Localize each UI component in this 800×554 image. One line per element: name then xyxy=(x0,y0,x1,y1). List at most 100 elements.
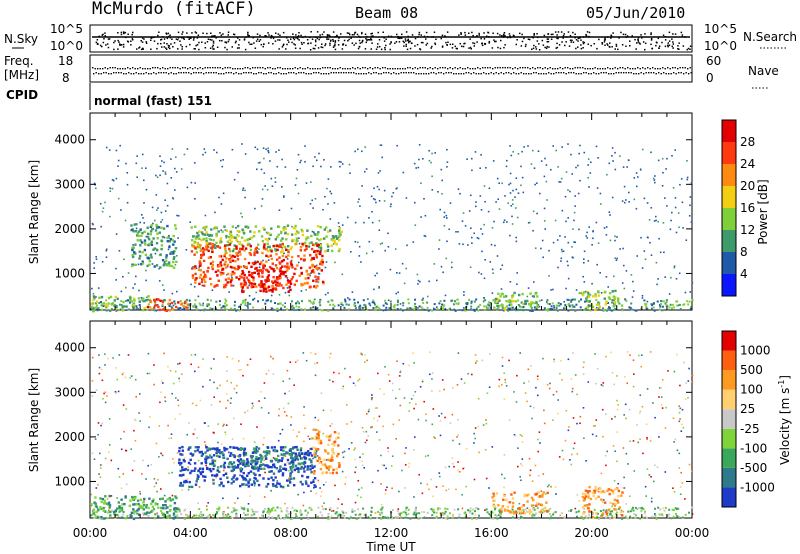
nsky-point xyxy=(336,34,338,37)
nsky-point xyxy=(298,39,300,41)
heatmap-cell xyxy=(310,301,313,304)
nsky-point xyxy=(434,43,437,46)
heatmap-cell xyxy=(170,264,174,268)
nave-point xyxy=(468,72,470,74)
heatmap-cell xyxy=(407,302,410,305)
heatmap-cell xyxy=(370,195,373,198)
heatmap-cell xyxy=(222,497,224,500)
heatmap-cell xyxy=(106,498,109,500)
nsky-point xyxy=(460,33,462,35)
nsky-point xyxy=(607,44,609,46)
nsky-point xyxy=(282,44,284,47)
nsky-point xyxy=(610,37,612,39)
heatmap-cell xyxy=(225,257,228,260)
heatmap-cell xyxy=(405,514,408,516)
heatmap-cell xyxy=(262,147,265,149)
nsky-point xyxy=(650,43,652,46)
nsky-point xyxy=(624,33,627,36)
heatmap-cell xyxy=(233,236,237,239)
nave-point xyxy=(485,73,487,75)
heatmap-cell xyxy=(463,291,465,293)
heatmap-cell xyxy=(156,249,159,252)
heatmap-cell xyxy=(398,490,400,493)
heatmap-cell xyxy=(166,204,169,207)
heatmap-cell xyxy=(535,512,537,515)
freq-point xyxy=(539,67,541,69)
freq-point xyxy=(139,67,141,69)
heatmap-cell xyxy=(315,256,318,259)
heatmap-cell xyxy=(471,373,473,376)
nsearch-tick-bottom: 10^0 xyxy=(704,39,737,53)
heatmap-cell xyxy=(485,477,488,480)
heatmap-cell xyxy=(374,303,376,306)
freq-point xyxy=(432,68,434,70)
heatmap-cell xyxy=(243,279,246,282)
nsky-point xyxy=(455,47,458,50)
heatmap-cell xyxy=(663,251,665,254)
nave-point xyxy=(248,72,250,74)
heatmap-cell xyxy=(576,453,579,455)
heatmap-cell xyxy=(530,306,533,309)
nsky-point xyxy=(447,41,449,43)
nsky-point xyxy=(650,38,653,40)
heatmap-cell xyxy=(443,299,446,302)
freq-point xyxy=(277,67,279,69)
heatmap-cell xyxy=(530,163,533,165)
heatmap-cell xyxy=(225,234,228,238)
heatmap-cell xyxy=(321,263,324,266)
heatmap-cell xyxy=(131,264,134,268)
heatmap-cell xyxy=(392,423,395,426)
heatmap-cell xyxy=(155,304,158,307)
heatmap-cell xyxy=(97,307,100,310)
nave-point xyxy=(480,73,482,75)
nsky-point xyxy=(260,43,263,46)
heatmap-cell xyxy=(264,287,267,291)
heatmap-cell xyxy=(644,510,646,513)
nsky-point xyxy=(401,33,403,36)
heatmap-cell xyxy=(353,302,356,304)
heatmap-cell xyxy=(571,304,574,307)
heatmap-cell xyxy=(612,299,615,302)
heatmap-cell xyxy=(487,307,490,310)
heatmap-cell xyxy=(616,460,618,463)
heatmap-cell xyxy=(418,158,420,161)
nave-point xyxy=(393,72,395,74)
heatmap-cell xyxy=(247,303,249,306)
heatmap-cell xyxy=(524,392,527,394)
heatmap-cell xyxy=(451,266,453,269)
freq-point xyxy=(129,68,131,70)
heatmap-cell xyxy=(434,437,436,439)
nsky-point xyxy=(503,32,506,34)
heatmap-cell xyxy=(218,507,221,510)
nsky-point xyxy=(354,31,357,34)
nave-point xyxy=(155,73,157,75)
heatmap-cell xyxy=(308,286,312,289)
heatmap-cell xyxy=(231,235,235,239)
heatmap-cell xyxy=(398,272,401,274)
heatmap-cell xyxy=(139,239,142,242)
heatmap-cell xyxy=(367,516,370,518)
heatmap-cell xyxy=(113,304,117,307)
heatmap-cell xyxy=(395,292,397,295)
heatmap-cell xyxy=(329,352,332,355)
heatmap-cell xyxy=(625,417,627,420)
heatmap-cell xyxy=(163,514,166,517)
heatmap-cell xyxy=(332,243,335,245)
nave-point xyxy=(310,73,312,75)
heatmap-cell xyxy=(414,298,416,301)
heatmap-cell xyxy=(183,457,186,459)
freq-point xyxy=(152,67,154,69)
heatmap-cell xyxy=(461,220,464,222)
heatmap-cell xyxy=(512,300,515,303)
heatmap-cell xyxy=(342,385,345,388)
nave-point xyxy=(198,72,200,74)
freq-point xyxy=(462,68,464,70)
heatmap-cell xyxy=(675,278,678,280)
heatmap-cell xyxy=(311,257,314,260)
heatmap-cell xyxy=(636,185,638,188)
heatmap-cell xyxy=(455,309,458,312)
heatmap-cell xyxy=(573,219,575,222)
heatmap-cell xyxy=(420,306,423,309)
heatmap-cell xyxy=(109,190,112,192)
heatmap-cell xyxy=(170,433,173,435)
